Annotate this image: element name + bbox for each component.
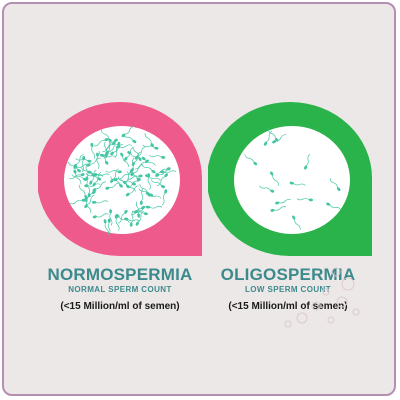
- normospermia-caption: NORMOSPERMIA NORMAL SPERM COUNT (<15 Mil…: [35, 266, 205, 314]
- sperm-cell-icon: [244, 154, 258, 166]
- normospermia-dish: [64, 126, 180, 234]
- bubble-circle: [336, 296, 348, 308]
- sperm-cell-icon: [149, 154, 166, 159]
- oligospermia-dish: [234, 126, 350, 234]
- sperm-cell-icon: [289, 181, 306, 186]
- sperm-cell-icon: [100, 153, 117, 158]
- sperm-cell-icon: [124, 217, 141, 222]
- oligospermia-illustration: [208, 102, 372, 256]
- sperm-cell-icon: [296, 198, 313, 202]
- sperm-cell-icon: [144, 133, 154, 148]
- sperm-cell-icon: [85, 164, 89, 181]
- normospermia-sperm-group: [67, 126, 177, 236]
- bubble-circle: [331, 267, 341, 277]
- bubble-circle: [341, 277, 355, 291]
- sperm-cell-icon: [102, 141, 116, 153]
- oligospermia-sperm-group: [244, 128, 342, 230]
- sperm-cell-icon: [155, 167, 171, 174]
- sperm-cell-icon: [109, 209, 113, 226]
- sperm-cell-icon: [329, 178, 341, 192]
- sperm-cell-icon: [78, 184, 88, 199]
- sperm-cell-icon: [96, 152, 100, 169]
- bubble-circle: [322, 288, 330, 296]
- oligospermia-subtitle: LOW SPERM COUNT: [245, 285, 331, 294]
- bubble-circle: [284, 320, 292, 328]
- diagram-frame: NORMOSPERMIA NORMAL SPERM COUNT (<15 Mil…: [2, 2, 396, 396]
- sperm-cell-icon: [110, 168, 119, 183]
- sperm-cell-icon: [120, 179, 136, 186]
- normospermia-drop-shape: [38, 102, 202, 256]
- sperm-cell-icon: [126, 174, 143, 180]
- oligospermia-caption: OLIGOSPERMIA LOW SPERM COUNT (<15 Millio…: [203, 266, 373, 314]
- normospermia-note: (<15 Million/ml of semen): [60, 301, 180, 312]
- sperm-cell-icon: [83, 190, 96, 202]
- sperm-cell-icon: [93, 138, 109, 147]
- sperm-cell-icon: [73, 154, 84, 168]
- sperm-cell-icon: [117, 209, 128, 224]
- sperm-cell-icon: [73, 169, 82, 185]
- normospermia-title: NORMOSPERMIA: [47, 265, 193, 284]
- bubble-circle: [311, 301, 321, 311]
- oligospermia-drop-shape: [208, 102, 372, 256]
- sperm-cell-icon: [105, 138, 118, 150]
- sperm-cell-icon: [69, 198, 86, 205]
- sperm-cell-icon: [141, 156, 156, 166]
- sperm-cell-icon: [125, 185, 139, 197]
- oligospermia-note: (<15 Million/ml of semen): [228, 301, 348, 312]
- sperm-cell-icon: [304, 154, 311, 170]
- sperm-cell-icon: [326, 202, 342, 211]
- sperm-cell-icon: [92, 213, 109, 219]
- sperm-cell-icon: [270, 171, 279, 186]
- sperm-cell-icon: [100, 129, 112, 143]
- sperm-cell-icon: [114, 214, 120, 231]
- bubble-circle: [352, 308, 360, 316]
- sperm-cell-icon: [122, 133, 137, 144]
- sperm-cell-icon: [116, 144, 133, 149]
- sperm-cell-icon: [89, 169, 97, 185]
- sperm-cell-icon: [132, 146, 142, 161]
- sperm-cell-icon: [75, 158, 92, 163]
- sperm-cell-icon: [86, 157, 101, 167]
- sperm-cell-icon: [92, 181, 106, 192]
- oligospermia-title: OLIGOSPERMIA: [220, 265, 356, 284]
- sperm-cell-icon: [259, 185, 275, 193]
- sperm-cell-icon: [90, 142, 96, 159]
- normospermia-subtitle: NORMAL SPERM COUNT: [68, 285, 172, 294]
- sperm-cell-icon: [131, 211, 148, 216]
- sperm-cell-icon: [127, 151, 142, 161]
- decorative-bubbles: [284, 267, 360, 328]
- bubble-circle: [296, 312, 308, 324]
- sperm-cell-icon: [126, 171, 141, 181]
- sperm-cell-icon: [92, 200, 109, 204]
- sperm-cell-icon: [141, 164, 156, 174]
- bubble-circle: [327, 316, 335, 324]
- sperm-cell-icon: [156, 173, 168, 187]
- sperm-cell-icon: [145, 192, 162, 199]
- sperm-cell-icon: [162, 189, 168, 206]
- sperm-cell-icon: [120, 152, 129, 167]
- sperm-cell-icon: [145, 174, 161, 181]
- sperm-cell-icon: [103, 219, 109, 236]
- sperm-cell-icon: [275, 199, 291, 205]
- sperm-cell-icon: [139, 188, 144, 205]
- sperm-cell-icon: [270, 206, 287, 212]
- sperm-cell-icon: [105, 182, 121, 190]
- sperm-cell-icon: [292, 215, 301, 230]
- sperm-cell-icon: [272, 134, 287, 144]
- sperm-cell-icon: [129, 210, 134, 227]
- sperm-cell-icon: [107, 218, 111, 235]
- sperm-cell-icon: [146, 205, 163, 209]
- normospermia-illustration: [38, 102, 202, 256]
